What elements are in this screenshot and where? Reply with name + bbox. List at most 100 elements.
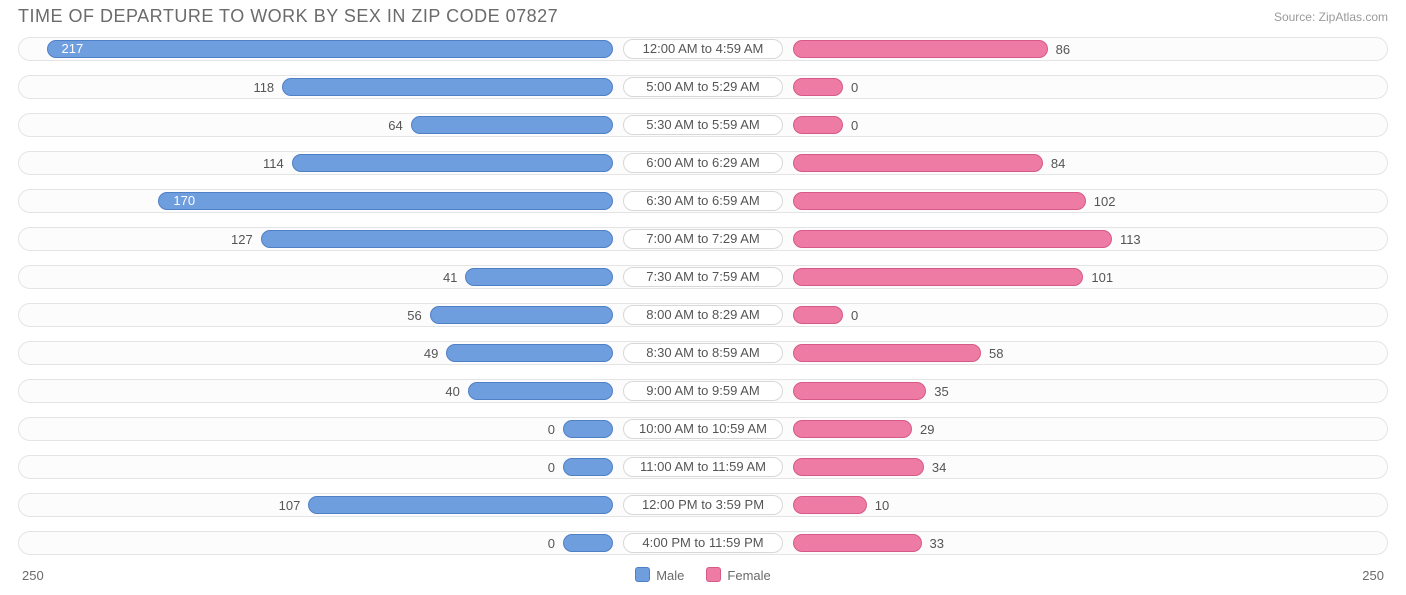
female-bar-wrap: 33 [703,534,1387,552]
male-half: 0 [19,456,703,478]
male-value: 64 [380,118,410,133]
female-half: 86 [703,38,1387,60]
chart-track: 9:00 AM to 9:59 AM4035 [18,379,1388,403]
chart-track: 6:30 AM to 6:59 AM 170 102 [18,189,1388,213]
chart-source: Source: ZipAtlas.com [1274,10,1388,24]
chart-row: 6:00 AM to 6:29 AM11484 [18,145,1388,181]
chart-row: 8:30 AM to 8:59 AM49 58 [18,335,1388,371]
male-bar-wrap: 114 [19,154,703,172]
time-range-label: 6:30 AM to 6:59 AM [623,191,783,211]
female-half: 58 [703,342,1387,364]
chart-row: 10:00 AM to 10:59 AM029 [18,411,1388,447]
female-bar [793,420,912,438]
male-half: 118 [19,76,703,98]
female-bar-wrap: 101 [703,268,1387,286]
female-bar-wrap: 34 [703,458,1387,476]
chart-row: 7:30 AM to 7:59 AM41101 [18,259,1388,295]
female-value: 33 [922,536,952,551]
female-half: 102 [703,190,1387,212]
female-value: 86 [1048,42,1078,57]
male-value: 41 [435,270,465,285]
female-bar-wrap: 84 [703,154,1387,172]
male-half: 0 [19,532,703,554]
chart-row: 4:00 PM to 11:59 PM 0 33 [18,525,1388,561]
male-bar-wrap: 40 [19,382,703,400]
chart-track: 7:30 AM to 7:59 AM41101 [18,265,1388,289]
time-range-label: 7:00 AM to 7:29 AM [623,229,783,249]
time-range-label: 5:30 AM to 5:59 AM [623,115,783,135]
female-bar [793,116,843,134]
female-bar-wrap: 10 [703,496,1387,514]
chart-track: 7:00 AM to 7:29 AM127113 [18,227,1388,251]
male-bar [261,230,613,248]
legend-item-female: Female [706,567,770,583]
male-value: 0 [540,536,563,551]
chart-row: 8:00 AM to 8:29 AM 56 0 [18,297,1388,333]
female-half: 10 [703,494,1387,516]
female-value: 58 [981,346,1011,361]
female-bar-wrap: 0 [703,78,1387,96]
male-bar-wrap: 49 [19,344,703,362]
male-bar-wrap: 107 [19,496,703,514]
male-swatch-icon [635,567,650,582]
time-range-label: 8:00 AM to 8:29 AM [623,305,783,325]
chart-track: 5:30 AM to 5:59 AM 64 0 [18,113,1388,137]
male-bar: 170 [158,192,613,210]
female-half: 101 [703,266,1387,288]
female-value: 10 [867,498,897,513]
chart-row: 6:30 AM to 6:59 AM 170 102 [18,183,1388,219]
chart-track: 11:00 AM to 11:59 AM034 [18,455,1388,479]
male-bar-wrap: 0 [19,534,703,552]
male-value: 56 [399,308,429,323]
female-bar [793,344,981,362]
female-bar-wrap: 0 [703,306,1387,324]
female-half: 84 [703,152,1387,174]
chart-track: 8:30 AM to 8:59 AM49 58 [18,341,1388,365]
female-value: 34 [924,460,954,475]
chart-track: 8:00 AM to 8:29 AM 56 0 [18,303,1388,327]
female-value: 0 [843,80,866,95]
legend-female-label: Female [727,568,770,583]
chart-row: 11:00 AM to 11:59 AM034 [18,449,1388,485]
male-half: 170 [19,190,703,212]
male-bar [430,306,613,324]
male-value: 0 [540,460,563,475]
male-bar [563,420,613,438]
chart-track: 4:00 PM to 11:59 PM 0 33 [18,531,1388,555]
female-bar [793,306,843,324]
chart-track: 12:00 PM to 3:59 PM10710 [18,493,1388,517]
time-range-label: 4:00 PM to 11:59 PM [623,533,783,553]
male-bar [446,344,613,362]
chart-row: 7:00 AM to 7:29 AM127113 [18,221,1388,257]
time-range-label: 5:00 AM to 5:29 AM [623,77,783,97]
male-bar [282,78,613,96]
female-half: 29 [703,418,1387,440]
male-value: 118 [245,80,282,95]
chart-row: 12:00 AM to 4:59 AM21786 [18,31,1388,67]
chart-header: TIME OF DEPARTURE TO WORK BY SEX IN ZIP … [0,0,1406,31]
male-half: 56 [19,304,703,326]
chart-track: 5:00 AM to 5:29 AM 118 0 [18,75,1388,99]
female-value: 0 [843,118,866,133]
time-range-label: 8:30 AM to 8:59 AM [623,343,783,363]
female-bar [793,78,843,96]
male-value: 127 [223,232,261,247]
female-bar-wrap: 29 [703,420,1387,438]
female-bar [793,496,867,514]
male-bar [308,496,613,514]
female-bar [793,382,926,400]
chart-row: 5:00 AM to 5:29 AM 118 0 [18,69,1388,105]
axis-max-left: 250 [22,568,44,583]
chart-track: 10:00 AM to 10:59 AM029 [18,417,1388,441]
female-bar [793,230,1112,248]
male-bar: 217 [47,40,613,58]
female-value: 101 [1083,270,1121,285]
female-bar-wrap: 0 [703,116,1387,134]
male-bar [563,534,613,552]
male-bar-wrap: 56 [19,306,703,324]
chart-title: TIME OF DEPARTURE TO WORK BY SEX IN ZIP … [18,6,558,27]
male-value: 114 [255,156,292,171]
female-bar-wrap: 35 [703,382,1387,400]
male-bar-wrap: 0 [19,458,703,476]
male-value: 170 [165,193,203,208]
